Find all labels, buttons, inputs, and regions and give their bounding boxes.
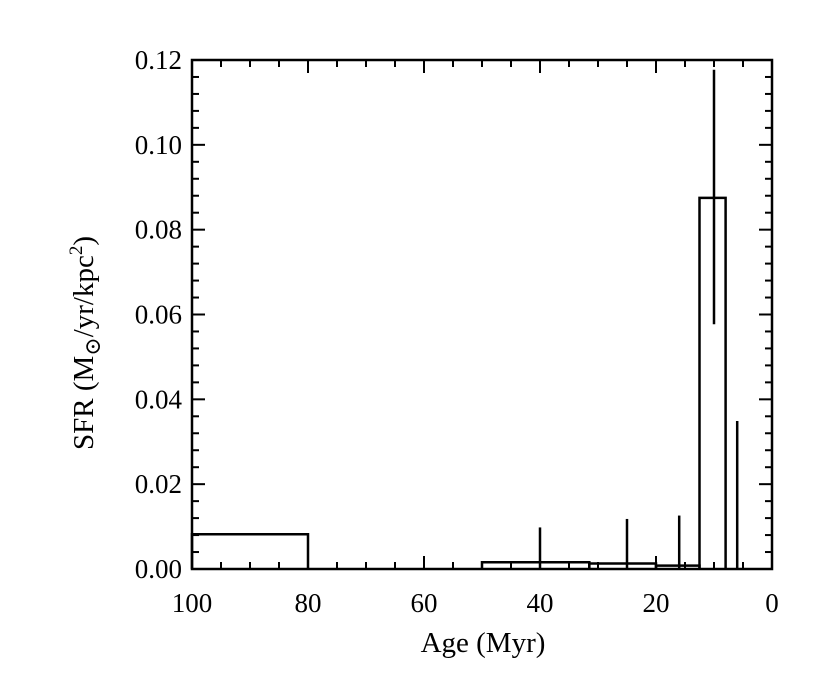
y-tick-label: 0.08 bbox=[135, 215, 182, 245]
y-axis-title-exponent: 2 bbox=[66, 246, 87, 256]
x-tick-label: 40 bbox=[527, 588, 554, 618]
y-axis-title-suffix: ) bbox=[68, 236, 100, 246]
sfr-bin bbox=[698, 196, 727, 569]
x-tick-label: 80 bbox=[295, 588, 322, 618]
y-tick-label: 0.00 bbox=[135, 554, 182, 584]
error-bars bbox=[538, 69, 739, 569]
x-tick-label: 60 bbox=[411, 588, 438, 618]
y-axis-title: SFR (M⊙/yr/kpc2) bbox=[66, 236, 105, 450]
x-tick-label: 100 bbox=[172, 588, 213, 618]
tick-labels: 100 80 60 40 20 0 0.00 0.02 0.04 0.06 0.08 0.10 0.12 bbox=[135, 45, 779, 618]
axis-ticks bbox=[191, 59, 773, 570]
y-tick-label: 0.02 bbox=[135, 469, 182, 499]
y-tick-label: 0.04 bbox=[135, 384, 183, 414]
x-axis-title: Age (Myr) bbox=[421, 627, 546, 659]
y-tick-label: 0.06 bbox=[135, 300, 182, 330]
sfr-histogram bbox=[190, 196, 727, 569]
y-tick-label: 0.10 bbox=[135, 130, 182, 160]
y-tick-label: 0.12 bbox=[135, 45, 182, 75]
y-axis-title-prefix: SFR (M bbox=[68, 356, 100, 450]
x-tick-label: 20 bbox=[643, 588, 670, 618]
x-tick-label: 0 bbox=[765, 588, 779, 618]
sun-symbol: ⊙ bbox=[80, 337, 105, 355]
plot-frame bbox=[190, 58, 774, 571]
y-axis-title-middle: /yr/kpc bbox=[68, 255, 100, 337]
